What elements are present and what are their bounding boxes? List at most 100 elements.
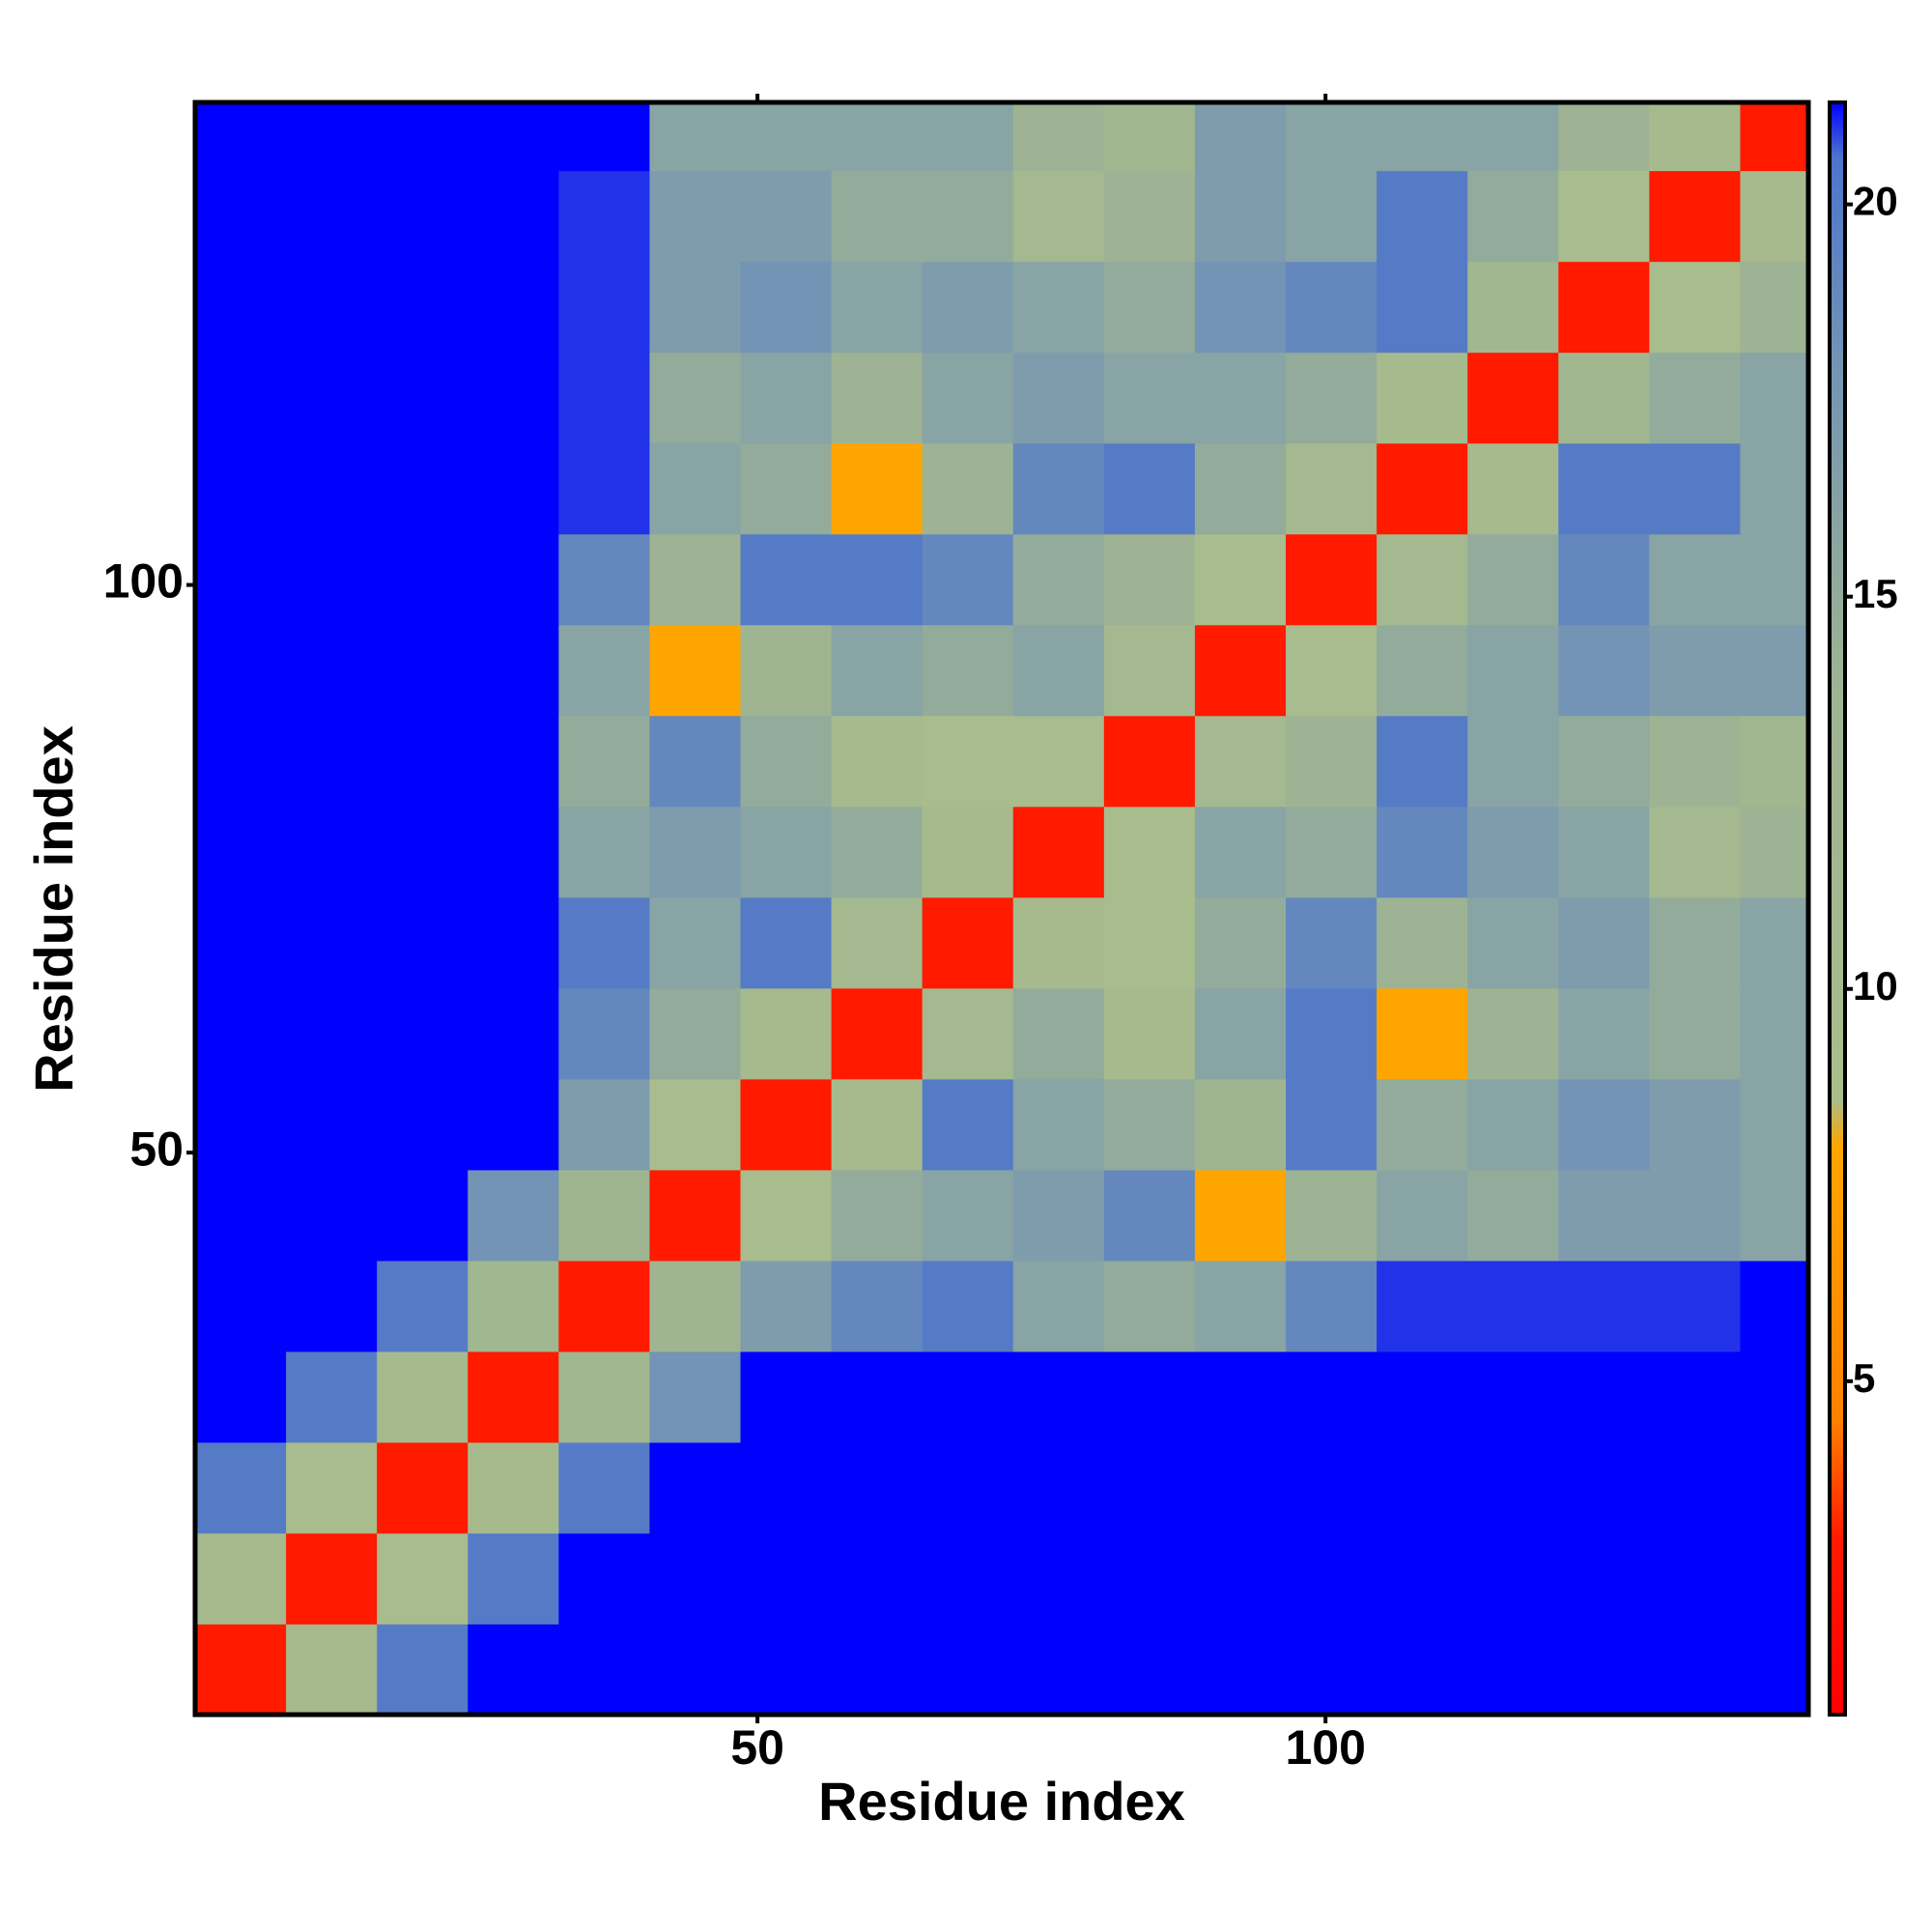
heatmap-cell xyxy=(1649,715,1742,808)
heatmap-cell xyxy=(468,352,559,444)
heatmap-cell xyxy=(1103,442,1196,535)
heatmap-cell xyxy=(558,1623,651,1715)
heatmap-cell xyxy=(377,261,469,354)
heatmap-cell xyxy=(1377,1350,1468,1443)
heatmap-cell xyxy=(922,352,1014,444)
heatmap-cell xyxy=(558,1078,651,1171)
heatmap-cell xyxy=(1103,1169,1196,1262)
heatmap-cell xyxy=(1377,1260,1468,1352)
heatmap-cell xyxy=(1558,715,1650,808)
heatmap-cell xyxy=(468,896,559,989)
heatmap-cell xyxy=(649,442,742,535)
heatmap-cell xyxy=(1286,170,1378,263)
heatmap-cell xyxy=(1012,533,1105,626)
heatmap-cell xyxy=(649,102,742,172)
heatmap-cell xyxy=(1558,806,1650,898)
heatmap-cell xyxy=(1377,806,1468,898)
colorbar-tick-label: 10 xyxy=(1853,963,1898,1009)
heatmap-cell xyxy=(377,170,469,263)
heatmap-cell xyxy=(286,987,378,1080)
heatmap-cell xyxy=(1286,442,1378,535)
heatmap-cell xyxy=(1103,170,1196,263)
heatmap-cell xyxy=(740,1532,833,1625)
heatmap-cell xyxy=(1467,715,1559,808)
heatmap-cell xyxy=(1649,442,1742,535)
heatmap-cell xyxy=(740,1078,833,1171)
heatmap-cell xyxy=(377,1169,469,1262)
heatmap-cell xyxy=(1103,1441,1196,1534)
heatmap-cell xyxy=(1467,1260,1559,1352)
heatmap-cell xyxy=(831,1623,923,1715)
heatmap-cell xyxy=(286,1350,378,1443)
heatmap-cell xyxy=(831,1532,923,1625)
heatmap-cell xyxy=(740,442,833,535)
heatmap-cell xyxy=(286,170,378,263)
heatmap-cell xyxy=(1012,896,1105,989)
heatmap-cell xyxy=(649,1532,742,1625)
heatmap-cell xyxy=(1649,987,1742,1080)
heatmap-cell xyxy=(1558,896,1650,989)
heatmap-cell xyxy=(1740,102,1808,172)
heatmap-cell xyxy=(922,533,1014,626)
heatmap-cell xyxy=(1012,170,1105,263)
heatmap-cell xyxy=(1194,1623,1287,1715)
heatmap-cell xyxy=(1012,715,1105,808)
heatmap-cell xyxy=(1649,624,1742,717)
heatmap-cell xyxy=(1649,352,1742,444)
heatmap-cell xyxy=(740,261,833,354)
heatmap-cell xyxy=(377,624,469,717)
heatmap-cell xyxy=(1740,533,1808,626)
heatmap-cell xyxy=(377,806,469,898)
heatmap-cell xyxy=(1740,170,1808,263)
heatmap-cell xyxy=(1467,352,1559,444)
heatmap-cell xyxy=(1286,261,1378,354)
heatmap-cell xyxy=(468,1260,559,1352)
heatmap-cell xyxy=(922,715,1014,808)
heatmap-cell xyxy=(649,170,742,263)
heatmap-cell xyxy=(468,806,559,898)
heatmap-cell xyxy=(1103,533,1196,626)
heatmap-cell xyxy=(649,806,742,898)
heatmap-cell xyxy=(1740,1623,1808,1715)
heatmap-cell xyxy=(286,624,378,717)
heatmap-cell xyxy=(558,1532,651,1625)
heatmap-cell xyxy=(1377,1441,1468,1534)
heatmap-cell xyxy=(922,1169,1014,1262)
heatmap-cell xyxy=(558,1260,651,1352)
heatmap-cell xyxy=(1740,442,1808,535)
heatmap-cell xyxy=(1194,1532,1287,1625)
heatmap-cell xyxy=(195,624,287,717)
heatmap-cell xyxy=(468,1350,559,1443)
heatmap-cell xyxy=(1740,806,1808,898)
heatmap-cell xyxy=(377,352,469,444)
heatmap-cell xyxy=(922,1532,1014,1625)
heatmap-cell xyxy=(1103,1078,1196,1171)
heatmap-cell xyxy=(1740,987,1808,1080)
heatmap-cell xyxy=(649,987,742,1080)
heatmap-cell xyxy=(195,1350,287,1443)
heatmap-cell xyxy=(468,715,559,808)
heatmap-cell xyxy=(1740,1350,1808,1443)
heatmap-cell xyxy=(649,533,742,626)
heatmap-cell xyxy=(922,1623,1014,1715)
heatmap-cell xyxy=(1194,896,1287,989)
heatmap-cell xyxy=(740,102,833,172)
heatmap-cell xyxy=(1377,1078,1468,1171)
heatmap-cell xyxy=(1012,442,1105,535)
heatmap-cell xyxy=(1740,1169,1808,1262)
heatmap-cell xyxy=(831,806,923,898)
heatmap-cell xyxy=(1558,624,1650,717)
heatmap-cell xyxy=(1740,352,1808,444)
heatmap-cell xyxy=(831,170,923,263)
heatmap-cell xyxy=(1103,261,1196,354)
heatmap-cell xyxy=(1103,1532,1196,1625)
heatmap-cell xyxy=(1558,1169,1650,1262)
heatmap-cell xyxy=(1012,261,1105,354)
heatmap-cell xyxy=(1467,1078,1559,1171)
plot-frame xyxy=(192,99,1811,1718)
heatmap-cell xyxy=(1649,102,1742,172)
heatmap-cell xyxy=(1740,896,1808,989)
heatmap-cell xyxy=(1649,1169,1742,1262)
